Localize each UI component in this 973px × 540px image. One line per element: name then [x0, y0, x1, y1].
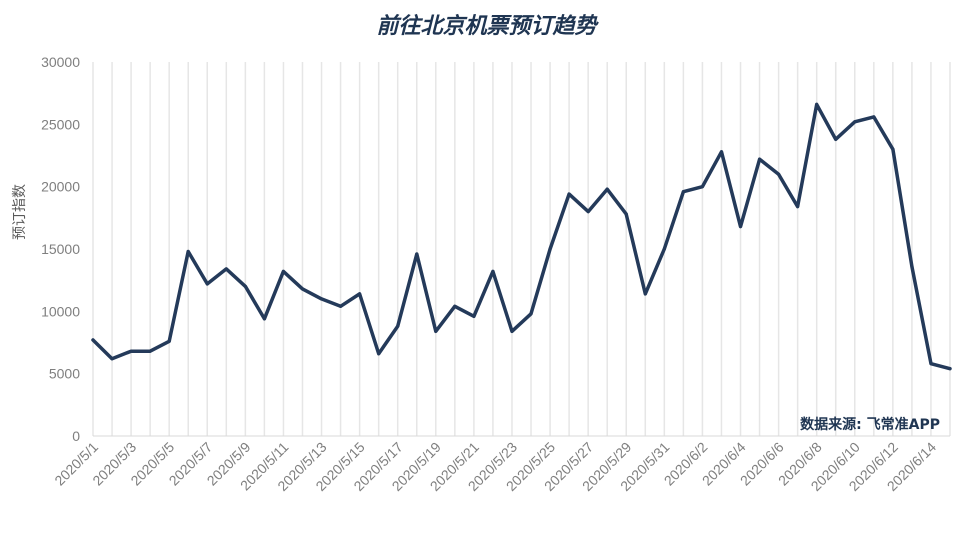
data-point — [243, 284, 247, 288]
data-point — [262, 317, 266, 321]
data-point — [472, 314, 476, 318]
data-point — [891, 147, 895, 151]
data-point — [396, 324, 400, 328]
data-point — [186, 249, 190, 253]
data-point — [681, 190, 685, 194]
data-point — [453, 304, 457, 308]
data-point — [796, 205, 800, 209]
source-note: 数据来源: 飞常准APP — [800, 416, 940, 433]
data-point — [719, 150, 723, 154]
data-point — [510, 329, 514, 333]
data-point — [777, 172, 781, 176]
chart-title: 前往北京机票预订趋势 — [376, 14, 597, 39]
data-point — [320, 297, 324, 301]
data-point — [358, 292, 362, 296]
data-point — [300, 287, 304, 291]
data-point — [872, 115, 876, 119]
data-point — [586, 210, 590, 214]
y-tick-label: 25000 — [41, 116, 80, 132]
data-point — [853, 120, 857, 124]
data-point — [662, 247, 666, 251]
data-point — [339, 304, 343, 308]
data-point — [548, 247, 552, 251]
data-point — [91, 338, 95, 342]
y-tick-label: 15000 — [41, 241, 80, 257]
y-tick-label: 20000 — [41, 179, 80, 195]
data-point — [529, 312, 533, 316]
data-point — [224, 267, 228, 271]
data-point — [624, 212, 628, 216]
data-point — [129, 349, 133, 353]
data-point — [605, 187, 609, 191]
series-line — [91, 102, 952, 371]
y-tick-label: 30000 — [41, 54, 80, 70]
data-point — [815, 102, 819, 106]
data-point — [491, 269, 495, 273]
data-point — [148, 349, 152, 353]
data-point — [567, 192, 571, 196]
data-point — [929, 362, 933, 366]
y-tick-label: 10000 — [41, 303, 80, 319]
grid-lines — [92, 62, 951, 436]
data-point — [758, 157, 762, 161]
y-tick-label: 0 — [72, 428, 80, 444]
data-point — [205, 282, 209, 286]
data-point — [910, 264, 914, 268]
data-point — [434, 329, 438, 333]
data-point — [948, 367, 952, 371]
data-point — [739, 225, 743, 229]
x-axis: 2020/5/12020/5/32020/5/52020/5/72020/5/9… — [51, 435, 950, 494]
data-point — [643, 292, 647, 296]
series-line-group — [91, 102, 952, 371]
data-point — [167, 339, 171, 343]
data-point — [110, 357, 114, 361]
y-tick-label: 5000 — [49, 366, 80, 382]
data-point — [834, 137, 838, 141]
data-point — [281, 269, 285, 273]
y-axis: 0 5000 10000 15000 20000 25000 30000 — [41, 54, 80, 444]
data-point — [700, 185, 704, 189]
y-axis-label: 预订指数 — [12, 184, 28, 240]
data-point — [377, 352, 381, 356]
data-point — [415, 252, 419, 256]
